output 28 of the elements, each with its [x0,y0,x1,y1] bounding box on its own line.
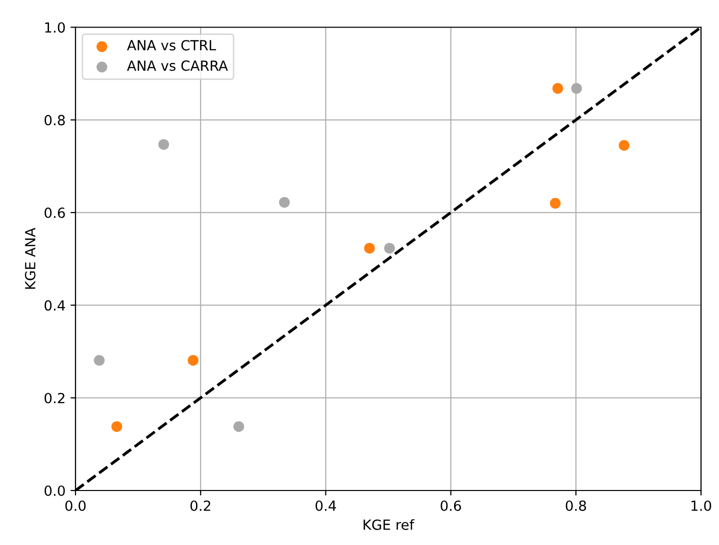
point [94,354,105,366]
x-tick-label: 1.0 [692,500,712,511]
point [111,421,122,432]
point [233,421,244,432]
legend-label: ANA vs CARRA [126,60,228,71]
x-tick-label: 0.0 [65,500,86,511]
point [188,354,198,366]
y-axis-title: KGE ANA [24,228,36,289]
point [158,139,170,150]
legend-label: ANA vs CTRL [126,40,216,50]
y-tick-label: 0.0 [44,485,65,496]
x-tick-label: 0.8 [566,500,586,511]
y-tick-label: 0.4 [44,300,65,311]
x-tick-label: 0.6 [440,500,461,511]
point [552,83,564,94]
y-tick-label: 1.0 [45,22,65,33]
x-axis-title: KGE ref [364,519,414,530]
x-tick-label: 0.4 [316,500,336,511]
point [550,198,561,209]
point [364,242,375,254]
point [571,83,582,94]
point [279,196,290,208]
y-tick-label: 0.2 [44,392,64,404]
y-tick-label: 0.6 [44,208,65,218]
point [618,140,630,151]
x-tick-label: 0.2 [190,500,210,511]
y-tick-label: 0.8 [44,114,65,126]
point [384,242,395,254]
